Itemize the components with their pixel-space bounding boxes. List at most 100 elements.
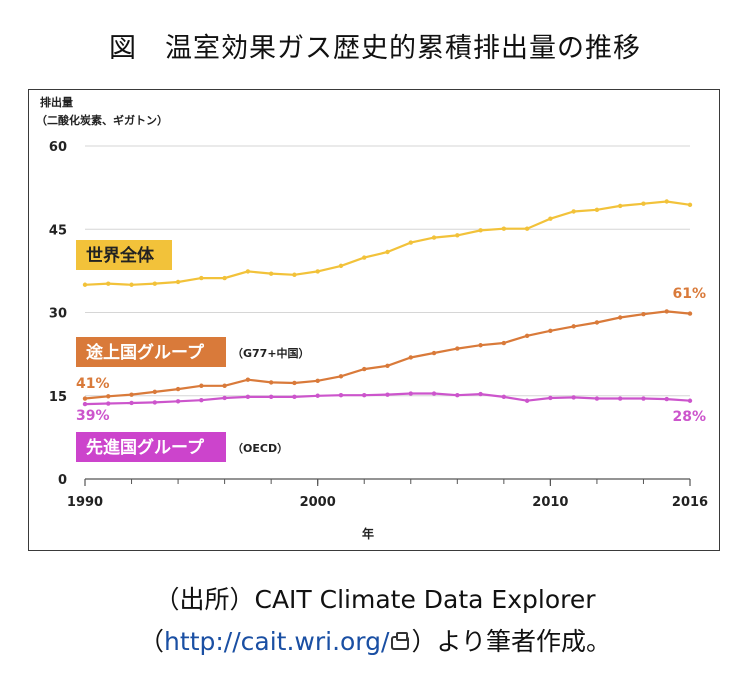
series-annotation: （OECD） [232,442,288,455]
data-point [501,340,507,346]
data-point [641,396,646,401]
data-point [455,392,460,398]
x-tick-label: 2000 [300,495,336,510]
data-point [594,207,600,213]
data-point [129,392,134,397]
data-point [82,396,88,401]
data-point [106,281,111,286]
y-tick-label: 45 [49,223,67,238]
data-point [362,366,367,372]
y-axis-label-line1: 排出量 [40,95,73,109]
data-point [641,311,646,317]
y-axis-label-line2: （二酸化炭素、ギガトン） [36,113,168,127]
series-annotation: （G77+中国） [232,346,310,360]
x-tick-label: 2010 [532,495,568,510]
data-point [501,394,507,400]
data-point [617,315,623,320]
data-point [292,394,297,400]
series-label: 先進国グループ [86,437,205,458]
data-point [524,226,530,231]
data-point [175,386,181,392]
data-point [82,401,88,407]
data-point [478,391,483,397]
data-point [385,249,390,255]
data-point [664,199,669,204]
external-link-icon[interactable] [391,632,410,650]
data-point [292,272,297,277]
source-link[interactable]: http://cait.wri.org/ [164,627,390,656]
data-point [641,201,646,206]
data-point [385,392,390,397]
data-point [152,389,158,395]
data-point [687,202,693,208]
data-point [362,392,367,398]
data-point [245,377,251,382]
data-point [385,363,390,368]
data-point [594,320,600,325]
data-point [524,333,530,339]
data-point [292,380,297,386]
data-point [315,393,320,398]
series-label-box [76,240,172,270]
end-share-label: 61% [672,286,706,302]
data-point [548,216,553,221]
data-point [175,279,181,285]
data-point [548,328,553,334]
x-tick-label: 1990 [67,495,103,510]
data-point [687,311,693,316]
y-tick-label: 0 [58,473,67,488]
data-point [571,209,576,214]
data-point [129,282,134,287]
data-point [245,394,251,400]
start-share-label: 41% [76,376,110,392]
source-prefix: （ [139,627,165,656]
data-point [82,282,88,287]
source-suffix: ）より筆者作成。 [411,627,611,656]
x-axis-label: 年 [362,526,374,541]
data-point [455,346,460,351]
data-point [524,398,530,403]
data-point [268,380,274,385]
data-point [199,275,204,281]
y-tick-label: 15 [49,390,67,405]
source-line-1: （出所）CAIT Climate Data Explorer [154,585,596,614]
data-point [268,394,274,400]
data-point [571,395,576,400]
x-tick-label: 2016 [672,495,708,510]
data-point [199,383,204,388]
data-point [431,235,437,240]
data-point [315,378,320,383]
data-point [617,203,623,209]
data-point [152,281,158,286]
end-share-label: 28% [672,409,706,425]
data-point [548,395,553,401]
data-point [362,255,367,260]
y-tick-label: 60 [49,140,67,155]
data-point [106,394,111,399]
series-label: 途上国グループ [86,342,205,363]
data-point [222,383,227,388]
data-point [478,228,483,233]
data-point [222,275,227,281]
data-point [175,399,181,404]
data-point [129,400,134,406]
data-point [199,397,204,403]
axes: 0 15 30 45 60 1990 2000 2010 2016 [49,140,708,510]
data-point [408,240,413,245]
data-point [664,396,669,402]
series-label: 世界全体 [86,245,155,266]
data-point [106,401,111,406]
start-share-label: 39% [76,408,110,424]
data-point [617,396,623,401]
data-point [338,374,344,379]
series-layer [82,199,693,407]
data-point [664,309,669,314]
data-point [338,392,344,398]
data-point [408,355,413,360]
data-point [455,233,460,238]
data-point [245,269,251,274]
data-point [571,324,576,329]
series-label-box [76,337,226,367]
data-point [408,391,413,396]
